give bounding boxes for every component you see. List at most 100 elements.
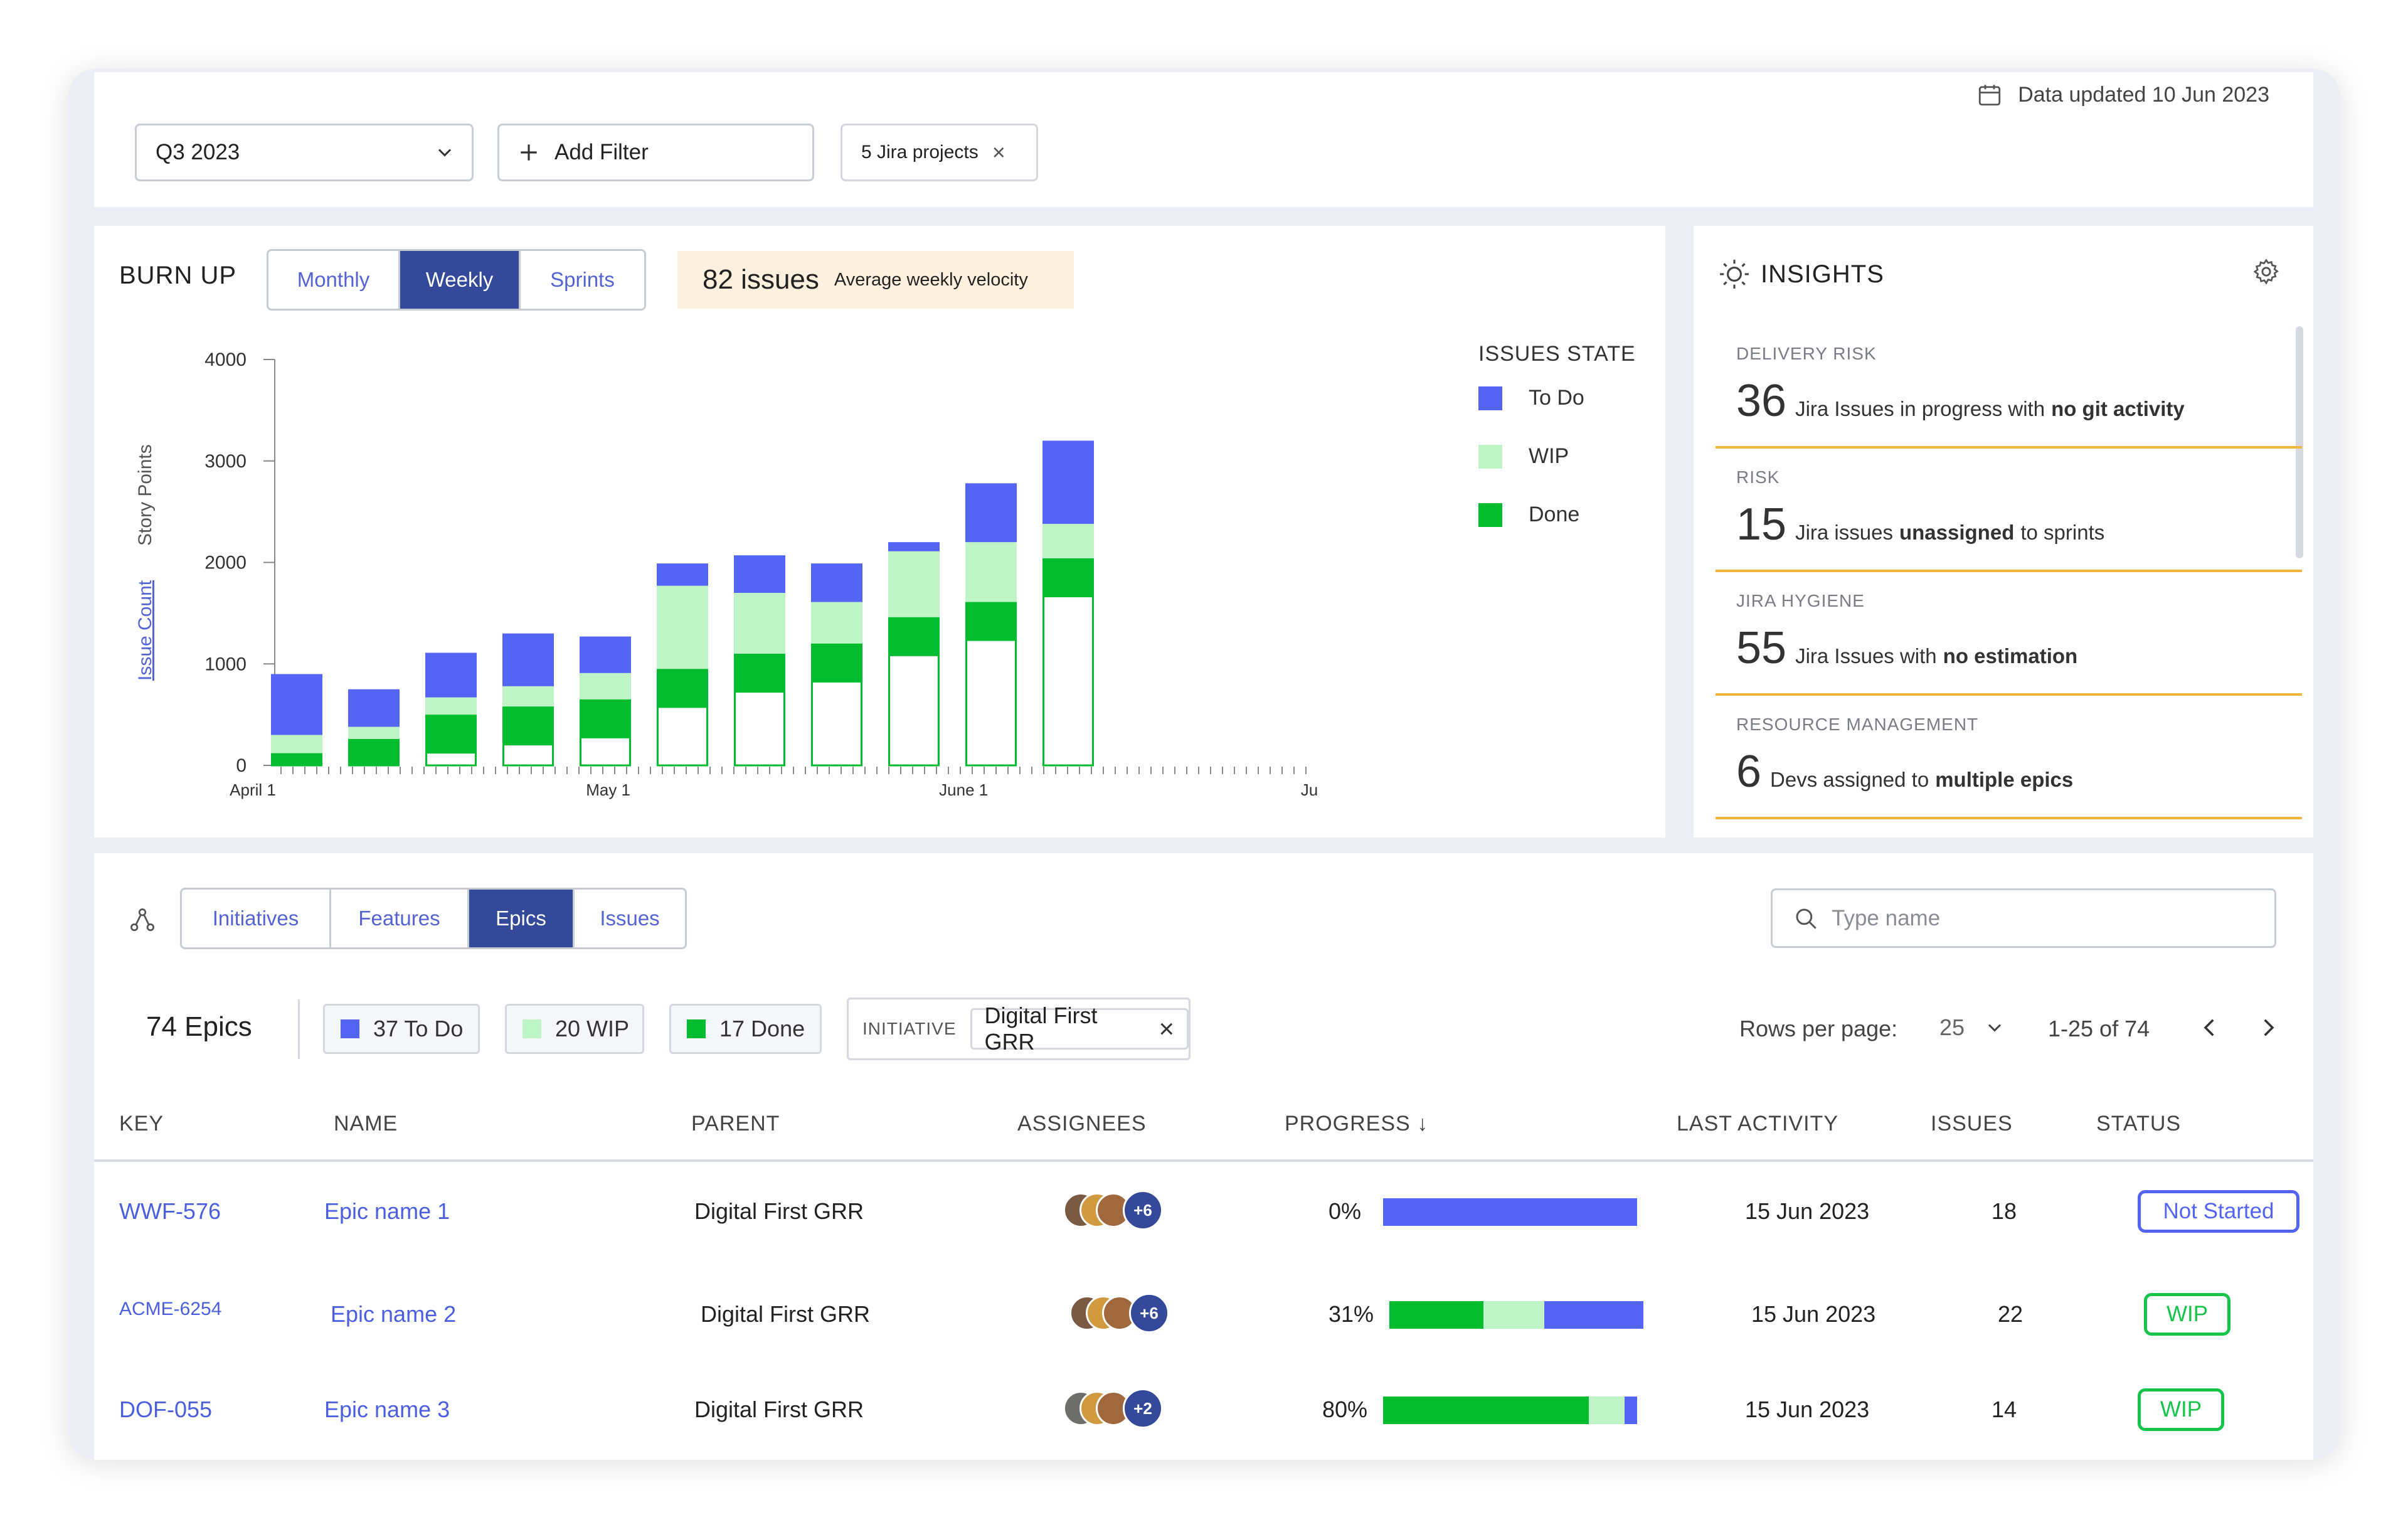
tab-weekly[interactable]: Weekly — [400, 251, 521, 309]
insight-resource-management[interactable]: RESOURCE MANAGEMENT 6 Devs assigned to m… — [1716, 696, 2302, 819]
add-filter-button[interactable]: Add Filter — [497, 124, 814, 181]
data-updated: Data updated 10 Jun 2023 — [1976, 82, 2269, 108]
add-filter-label: Add Filter — [554, 140, 649, 164]
insight-line: 36 Jira Issues in progress with no git a… — [1736, 375, 2185, 427]
bar-segment-done — [888, 617, 940, 656]
legend-swatch-done — [1478, 503, 1502, 527]
col-header-issues[interactable]: ISSUES — [1931, 1112, 2013, 1136]
summary-divider — [298, 999, 300, 1059]
assignee-avatars[interactable]: +6 — [1063, 1190, 1182, 1234]
insight-number: 55 — [1736, 623, 1787, 673]
row-key[interactable]: ACME-6254 — [119, 1299, 222, 1319]
insight-text-post: to sprints — [2020, 521, 2105, 544]
y-tick-label: 2000 — [204, 553, 247, 573]
tab-monthly[interactable]: Monthly — [268, 251, 400, 309]
search-input[interactable]: Type name — [1771, 888, 2276, 948]
table-row[interactable]: WWF-576 Epic name 1 Digital First GRR +6… — [94, 1162, 2313, 1265]
stat-wip-swatch — [522, 1019, 541, 1038]
initiative-filter-chip[interactable]: Digital First GRR × — [970, 1003, 1189, 1055]
more-assignees-badge[interactable]: +6 — [1129, 1293, 1169, 1333]
stat-todo[interactable]: 37 To Do — [323, 1004, 480, 1054]
bar-segment-wip — [425, 697, 477, 715]
col-header-progress[interactable]: PROGRESS ↓ — [1285, 1112, 1429, 1136]
insight-text: Devs assigned to — [1770, 768, 1929, 791]
insights-title: INSIGHTS — [1761, 260, 1884, 288]
row-progress-percent: 0% — [1329, 1198, 1362, 1224]
insight-risk[interactable]: RISK 15 Jira issues unassigned to sprint… — [1716, 449, 2302, 572]
tab-issues[interactable]: Issues — [575, 890, 685, 947]
tab-epics[interactable]: Epics — [469, 890, 575, 947]
bar-segment-wip — [888, 551, 940, 617]
assignee-avatars[interactable]: +6 — [1069, 1293, 1189, 1337]
close-icon[interactable]: × — [992, 139, 1005, 165]
more-assignees-badge[interactable]: +2 — [1123, 1388, 1163, 1429]
progress-bar — [1383, 1198, 1637, 1226]
progress-segment-done — [1383, 1397, 1589, 1424]
tab-initiatives[interactable]: Initiatives — [182, 890, 331, 947]
tab-sprints[interactable]: Sprints — [521, 251, 644, 309]
insight-category: DELIVERY RISK — [1736, 344, 1877, 363]
stat-done-label: 17 Done — [719, 1016, 805, 1041]
col-header-parent[interactable]: PARENT — [691, 1112, 780, 1136]
bar-segment-wip — [965, 542, 1017, 602]
bar-segment-wip — [580, 673, 631, 700]
insights-scrollbar[interactable] — [2296, 326, 2303, 558]
legend-item-done: Done — [1478, 503, 1579, 527]
legend-title: ISSUES STATE — [1478, 342, 1636, 366]
projects-chip-label: 5 Jira projects — [861, 142, 979, 162]
col-header-last-activity[interactable]: LAST ACTIVITY — [1677, 1112, 1839, 1136]
pagination-range: 1-25 of 74 — [2048, 1016, 2150, 1041]
stat-wip[interactable]: 20 WIP — [505, 1004, 644, 1054]
row-name[interactable]: Epic name 1 — [324, 1198, 450, 1224]
row-name[interactable]: Epic name 2 — [331, 1301, 457, 1327]
rows-per-page-select[interactable]: 25 — [1939, 1014, 2006, 1041]
row-issues: 22 — [1998, 1301, 2023, 1327]
close-icon[interactable]: × — [1159, 1014, 1174, 1043]
tab-features[interactable]: Features — [331, 890, 469, 947]
chevron-left-icon[interactable] — [2197, 1014, 2223, 1041]
bar-segment-done — [657, 669, 708, 708]
header-divider — [94, 1159, 2313, 1162]
row-last-activity: 15 Jun 2023 — [1745, 1198, 1870, 1224]
insight-category: JIRA HYGIENE — [1736, 591, 1865, 610]
search-placeholder: Type name — [1832, 905, 1941, 930]
assignee-avatars[interactable]: +2 — [1063, 1388, 1182, 1432]
col-header-key[interactable]: KEY — [119, 1112, 164, 1136]
lightbulb-icon — [1720, 260, 1749, 289]
col-header-name[interactable]: NAME — [334, 1112, 398, 1136]
insight-text: Jira Issues with — [1795, 644, 1937, 668]
initiative-filter-value: Digital First GRR — [984, 1003, 1098, 1055]
bar-segment-to-do — [1042, 440, 1094, 524]
col-header-assignees[interactable]: ASSIGNEES — [1017, 1112, 1147, 1136]
stat-todo-swatch — [341, 1019, 359, 1038]
progress-segment-todo — [1624, 1397, 1637, 1424]
filter-bar: Data updated 10 Jun 2023 Q3 2023 Add Fil… — [94, 72, 2313, 207]
insight-text: Jira issues — [1795, 521, 1893, 544]
bar-segment-to-do — [425, 652, 477, 698]
y-tick-label: 3000 — [204, 451, 247, 472]
row-parent: Digital First GRR — [701, 1301, 871, 1327]
row-parent: Digital First GRR — [694, 1397, 864, 1422]
period-select[interactable]: Q3 2023 — [135, 124, 474, 181]
row-progress-percent: 80% — [1322, 1397, 1368, 1422]
table-row[interactable]: ACME-6254 Epic name 2 Digital First GRR … — [94, 1262, 2313, 1365]
table-row[interactable]: DOF-055 Epic name 3 Digital First GRR +2… — [94, 1363, 2313, 1460]
insight-line: 15 Jira issues unassigned to sprints — [1736, 499, 2104, 550]
period-select-value: Q3 2023 — [156, 140, 240, 164]
gear-icon[interactable] — [2252, 257, 2281, 286]
insight-delivery-risk[interactable]: DELIVERY RISK 36 Jira Issues in progress… — [1716, 325, 2302, 449]
col-header-status[interactable]: STATUS — [2096, 1112, 2182, 1136]
projects-chip[interactable]: 5 Jira projects × — [841, 124, 1038, 181]
row-name[interactable]: Epic name 3 — [324, 1397, 450, 1422]
row-key[interactable]: DOF-055 — [119, 1397, 213, 1422]
progress-segment-wip — [1483, 1301, 1545, 1329]
bar-segment-done — [425, 715, 477, 754]
status-badge: WIP — [2138, 1388, 2224, 1431]
insight-jira-hygiene[interactable]: JIRA HYGIENE 55 Jira Issues with no esti… — [1716, 572, 2302, 696]
chevron-right-icon[interactable] — [2255, 1014, 2281, 1041]
row-key[interactable]: WWF-576 — [119, 1198, 221, 1224]
status-badge: WIP — [2144, 1293, 2230, 1336]
row-progress-percent: 31% — [1329, 1301, 1374, 1327]
stat-done[interactable]: 17 Done — [669, 1004, 822, 1054]
more-assignees-badge[interactable]: +6 — [1123, 1190, 1163, 1230]
